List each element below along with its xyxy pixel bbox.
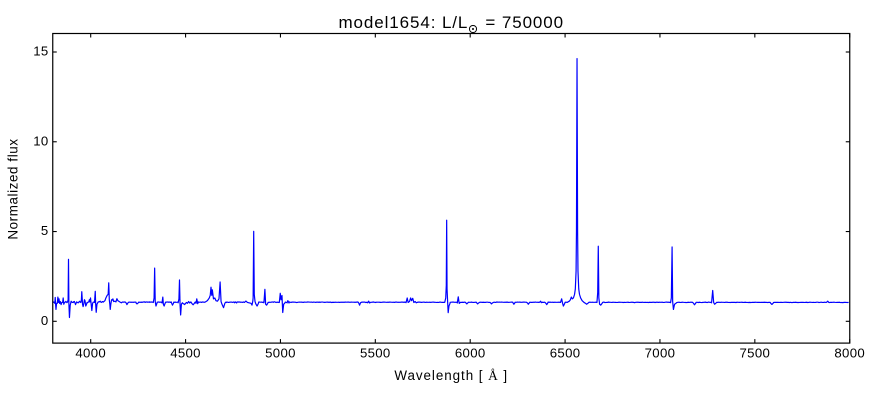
svg-text:5500: 5500 [360, 346, 391, 361]
svg-text:7500: 7500 [740, 346, 771, 361]
svg-text:4500: 4500 [170, 346, 201, 361]
svg-text:5: 5 [41, 223, 49, 238]
svg-text:7000: 7000 [645, 346, 676, 361]
svg-text:6000: 6000 [455, 346, 486, 361]
svg-text:15: 15 [33, 44, 48, 59]
svg-text:8000: 8000 [834, 346, 865, 361]
svg-text:4000: 4000 [75, 346, 106, 361]
svg-text:10: 10 [33, 133, 48, 148]
svg-text:5000: 5000 [265, 346, 296, 361]
svg-text:6500: 6500 [550, 346, 581, 361]
svg-text:0: 0 [41, 313, 49, 328]
